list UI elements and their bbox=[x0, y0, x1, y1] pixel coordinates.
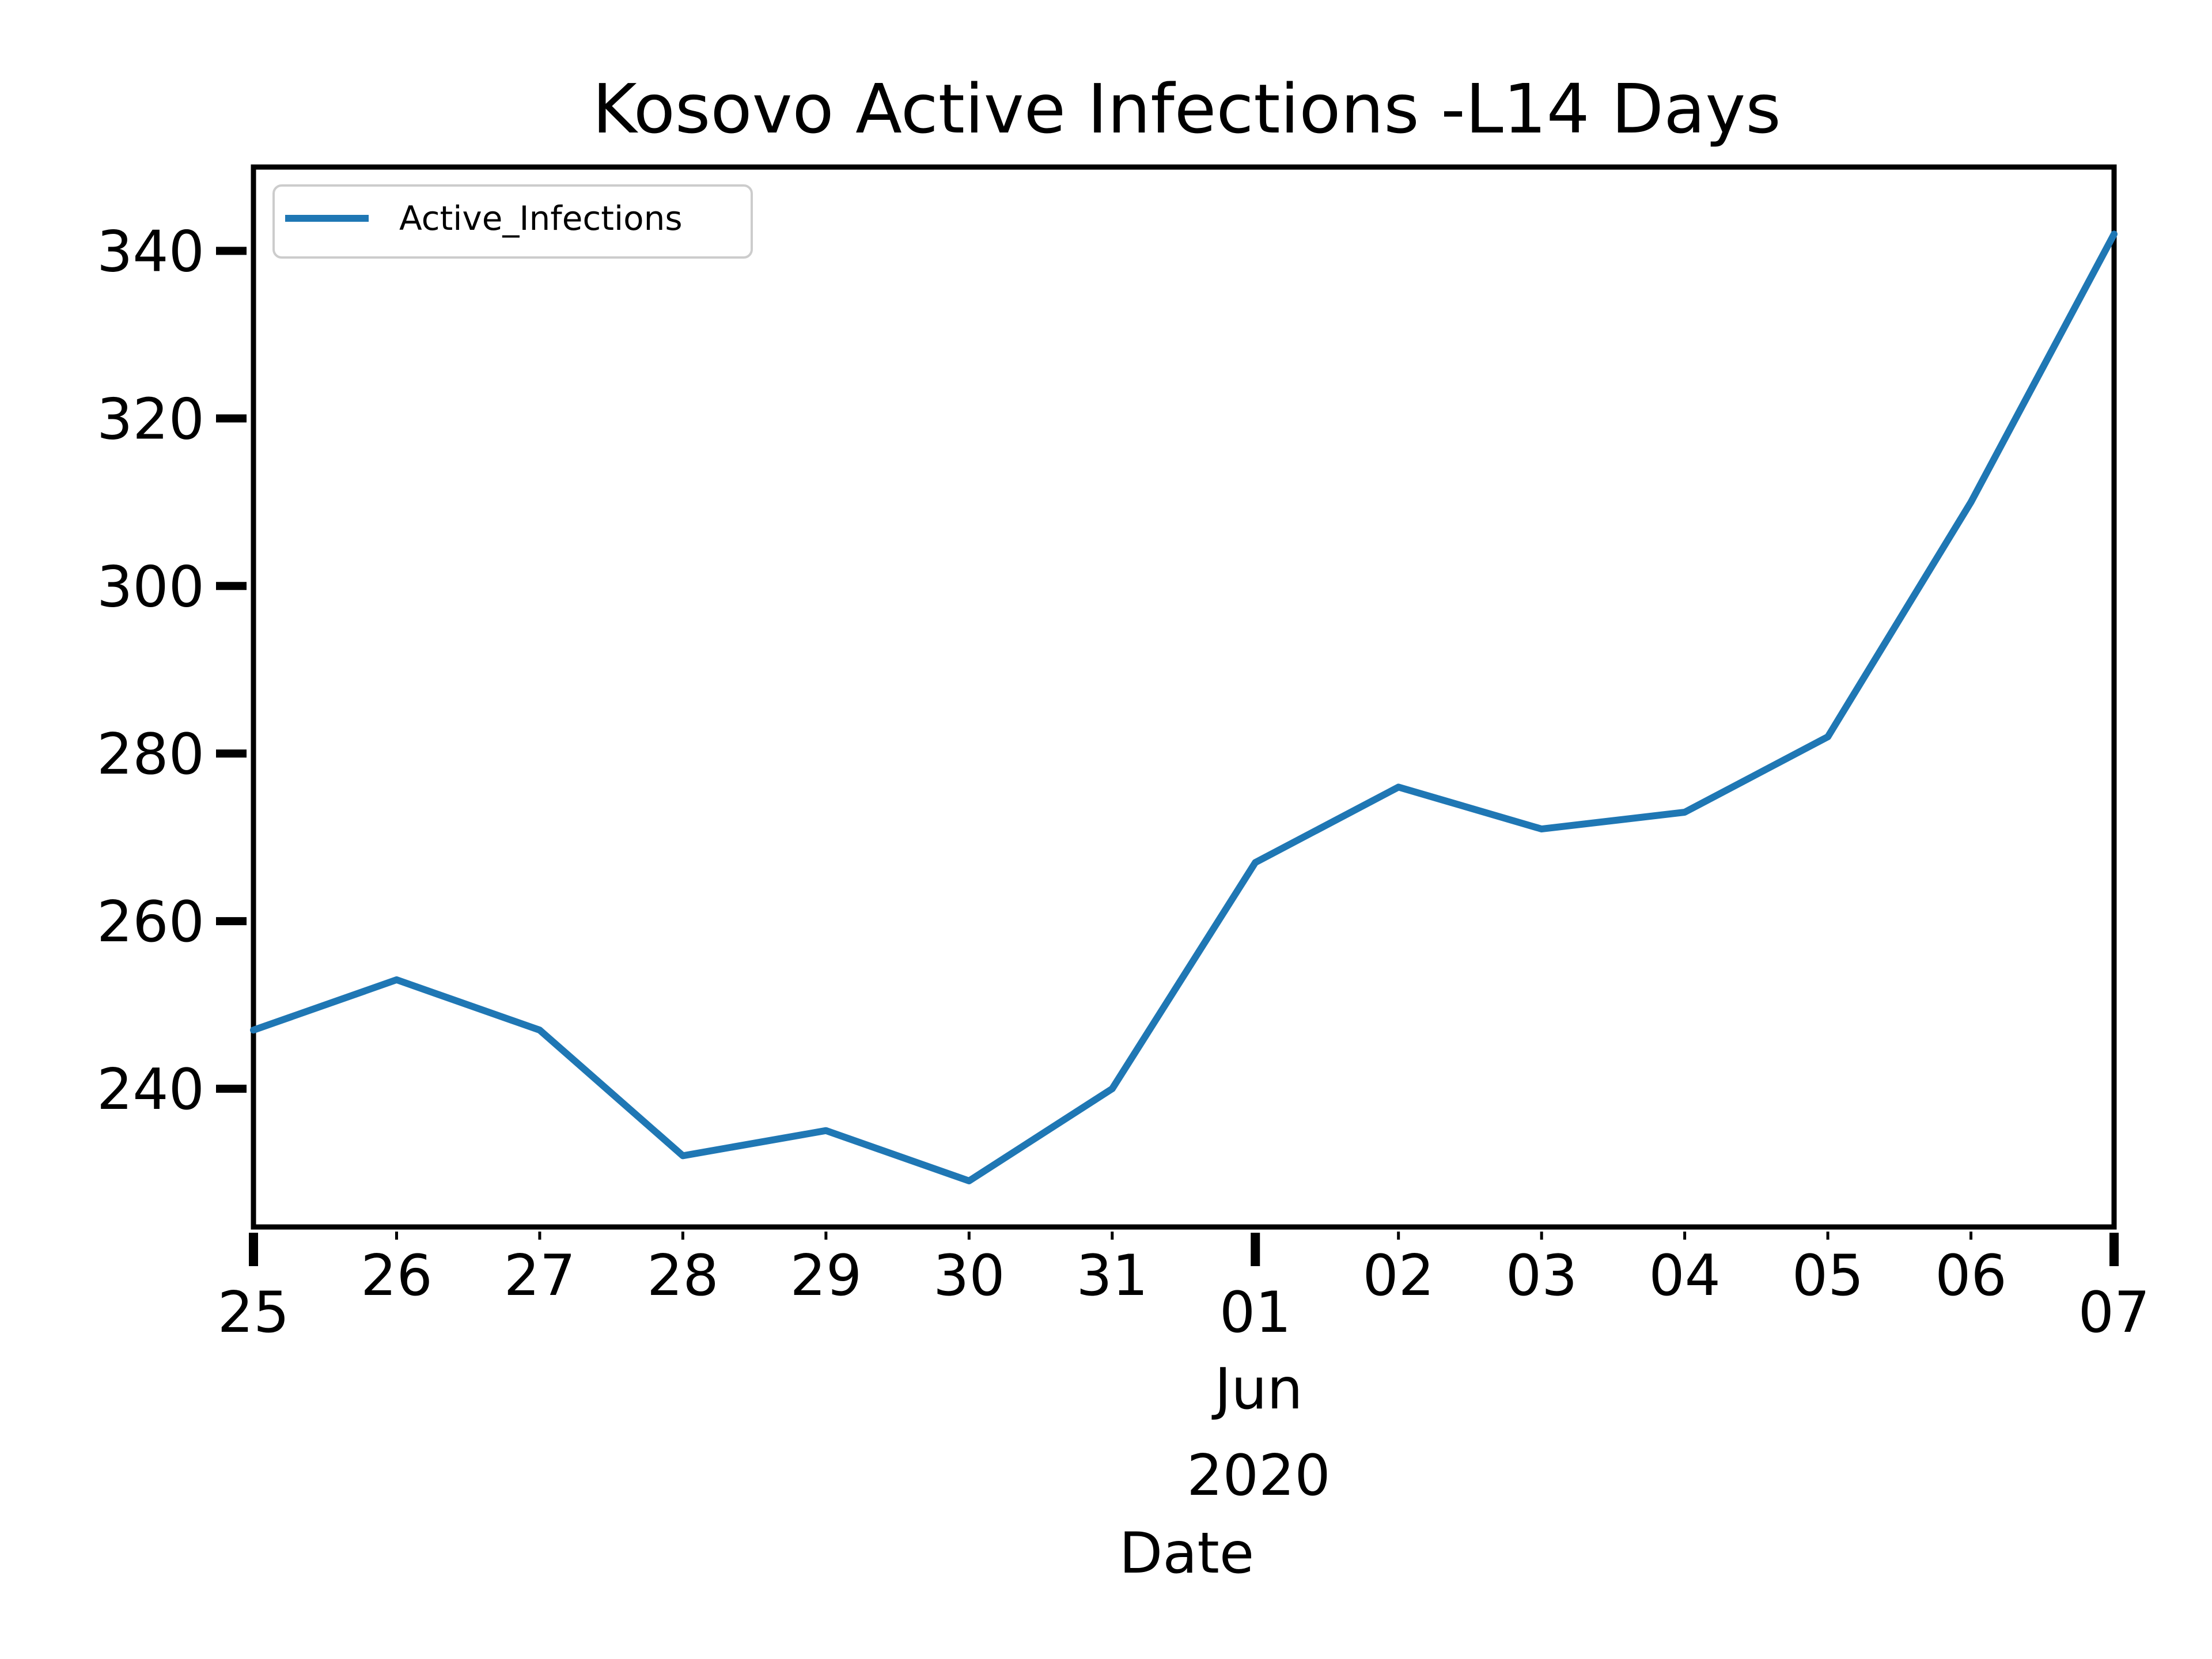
y-tick-label: 260 bbox=[97, 889, 204, 955]
legend: Active_Infections bbox=[272, 184, 753, 259]
x-tick-label: 25 bbox=[218, 1280, 290, 1346]
x-tick-label: 04 bbox=[1649, 1243, 1721, 1309]
y-tick-label: 300 bbox=[97, 554, 204, 620]
x-tick-label: 06 bbox=[1935, 1243, 2007, 1309]
x-tick-label: 29 bbox=[790, 1243, 862, 1309]
y-tick-label: 320 bbox=[97, 387, 204, 452]
x-secondary-label-month: Jun bbox=[1211, 1357, 1302, 1422]
series-line bbox=[250, 230, 2118, 1184]
x-tick-label: 26 bbox=[361, 1243, 433, 1309]
legend-box bbox=[272, 184, 753, 259]
plot-frame bbox=[251, 164, 2117, 1230]
x-tick-label: 27 bbox=[504, 1243, 576, 1309]
x-axis-label: Date bbox=[1119, 1521, 1254, 1586]
x-tick-label: 31 bbox=[1076, 1243, 1148, 1309]
y-axis: 240 260 280 300 320 340 bbox=[97, 219, 247, 1123]
x-axis: 25 26 27 28 29 30 31 01 02 03 04 05 06 07 bbox=[218, 1232, 2150, 1346]
y-tick-label: 240 bbox=[97, 1057, 204, 1123]
series-layer bbox=[250, 230, 2118, 1184]
x-tick-label: 28 bbox=[647, 1243, 719, 1309]
legend-label: Active_Infections bbox=[399, 199, 683, 238]
x-tick-label: 03 bbox=[1506, 1243, 1578, 1309]
x-tick-label: 30 bbox=[933, 1243, 1005, 1309]
y-tick-label: 280 bbox=[97, 722, 204, 787]
chart-title: Kosovo Active Infections -L14 Days bbox=[592, 69, 1781, 149]
y-tick-label: 340 bbox=[97, 219, 204, 285]
x-secondary-label-year: 2020 bbox=[1187, 1443, 1330, 1509]
x-tick-label: 07 bbox=[2078, 1280, 2150, 1346]
x-tick-label: 01 bbox=[1219, 1280, 1291, 1346]
x-tick-label: 02 bbox=[1362, 1243, 1434, 1309]
x-tick-label: 05 bbox=[1792, 1243, 1864, 1309]
